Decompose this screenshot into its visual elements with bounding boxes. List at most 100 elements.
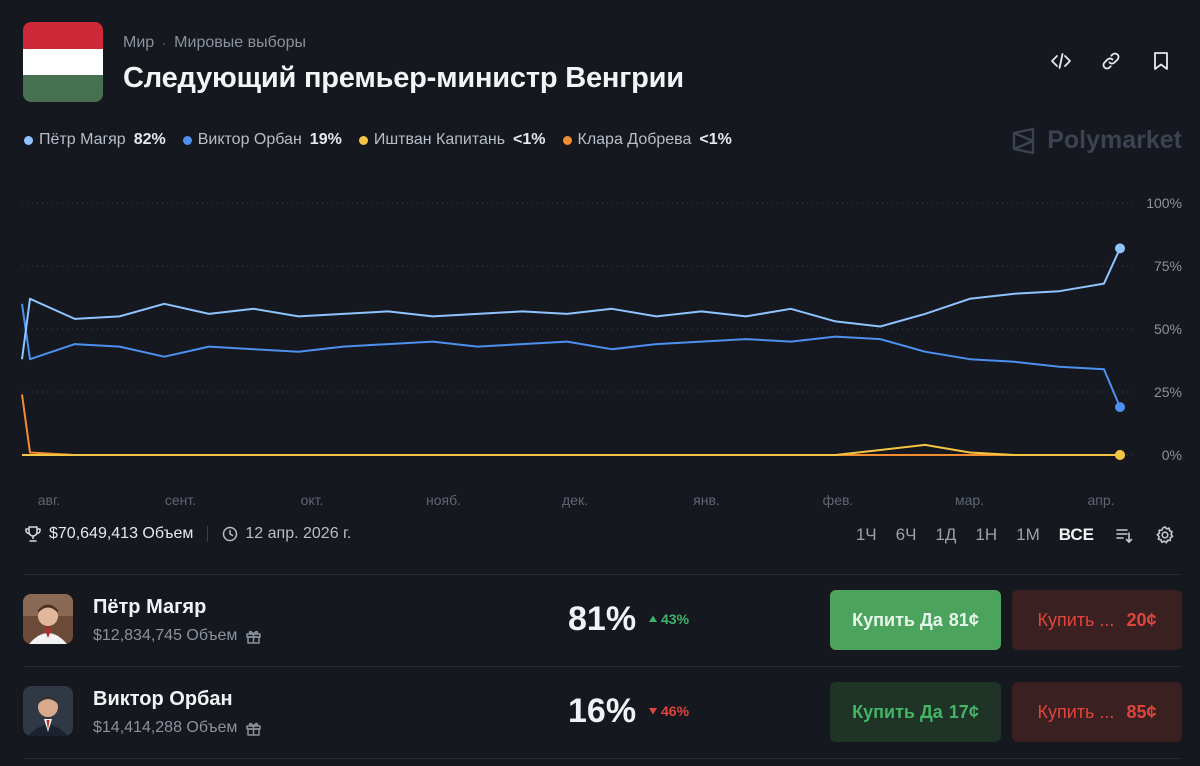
total-volume: $70,649,413 Объем bbox=[49, 525, 194, 542]
x-tick-label: янв. bbox=[693, 492, 720, 508]
range-1w[interactable]: 1Н bbox=[975, 525, 998, 544]
range-1d[interactable]: 1Д bbox=[935, 525, 957, 544]
legend-name: Иштван Капитань bbox=[373, 131, 506, 148]
chart-svg: 100% 75% 50% 25% 0% авг. сент. окт. нояб. дек. янв… bbox=[21, 195, 1182, 508]
brand-name: Polymarket bbox=[1047, 126, 1182, 154]
outcome-change: 43% bbox=[648, 611, 689, 627]
outcome-row[interactable]: Пётр Магяр $12,834,745 Объем 81% 43% Куп… bbox=[0, 574, 1200, 666]
outcome-probability: 16% bbox=[568, 692, 637, 730]
buy-yes-button[interactable]: Купить Да 17¢ bbox=[830, 682, 1001, 742]
time-range-selector: 1Ч 6Ч 1Д 1Н 1М ВСЕ bbox=[856, 524, 1176, 546]
no-price: 20¢ bbox=[1126, 609, 1157, 630]
triangle-down-icon bbox=[649, 708, 657, 715]
legend-swatch bbox=[182, 135, 192, 145]
avatar bbox=[23, 686, 73, 736]
polymarket-logo-icon bbox=[1013, 127, 1035, 154]
triangle-up-icon bbox=[649, 615, 657, 622]
market-meta: $70,649,413 Объем 12 апр. 2026 г. bbox=[24, 525, 351, 543]
breadcrumb-subcategory[interactable]: Мировые выборы bbox=[174, 34, 307, 51]
top-actions bbox=[1050, 50, 1172, 72]
bookmark-icon[interactable] bbox=[1150, 50, 1172, 72]
divider bbox=[24, 666, 1182, 667]
legend-pct: 82% bbox=[133, 131, 166, 148]
buy-yes-button[interactable]: Купить Да 81¢ bbox=[830, 590, 1001, 650]
meta-divider bbox=[207, 526, 209, 542]
y-tick-label: 100% bbox=[1146, 195, 1182, 211]
outcome-change: 46% bbox=[648, 703, 689, 719]
x-tick-label: нояб. bbox=[426, 492, 461, 508]
legend-swatch bbox=[358, 135, 368, 145]
hungary-flag bbox=[23, 22, 103, 102]
series-line bbox=[21, 394, 1120, 456]
range-6h[interactable]: 6Ч bbox=[895, 525, 917, 544]
range-all[interactable]: ВСЕ bbox=[1058, 525, 1094, 544]
breadcrumb-separator: · bbox=[162, 36, 167, 50]
x-tick-label: авг. bbox=[38, 492, 61, 508]
clock-icon bbox=[223, 526, 238, 542]
series-line bbox=[21, 247, 1121, 360]
y-tick-label: 50% bbox=[1154, 321, 1182, 337]
date-group: 12 апр. 2026 г. bbox=[222, 525, 351, 543]
y-tick-label: 0% bbox=[1162, 447, 1182, 463]
x-tick-label: сент. bbox=[165, 492, 196, 508]
legend-item[interactable]: Иштван Капитань <1% bbox=[358, 131, 546, 149]
legend-swatch bbox=[24, 135, 33, 145]
outcome-probability: 81% bbox=[568, 600, 637, 638]
legend-name: Виктор Орбан bbox=[197, 131, 302, 148]
buy-no-label: Купить ... bbox=[1037, 701, 1115, 722]
outcome-name[interactable]: Виктор Орбан bbox=[93, 688, 233, 710]
legend-pct: <1% bbox=[513, 131, 546, 148]
volume-group: $70,649,413 Объем bbox=[24, 525, 193, 543]
x-tick-label: дек. bbox=[562, 492, 588, 508]
outcome-volume-group: $12,834,745 Объем bbox=[93, 627, 262, 645]
x-tick-label: окт. bbox=[301, 492, 324, 508]
x-tick-label: апр. bbox=[1087, 492, 1114, 508]
buy-yes-label: Купить Да bbox=[852, 609, 943, 630]
change-value: 43% bbox=[661, 611, 690, 627]
series-end-dot bbox=[1115, 402, 1125, 413]
no-price: 85¢ bbox=[1126, 701, 1157, 722]
price-chart[interactable]: 100% 75% 50% 25% 0% авг. сент. окт. нояб. дек. янв… bbox=[0, 186, 1200, 516]
legend-swatch bbox=[562, 135, 572, 145]
outcome-volume: $12,834,745 Объем bbox=[93, 627, 238, 644]
buy-no-button[interactable]: Купить ... 20¢ bbox=[1012, 590, 1182, 650]
legend-pct: 19% bbox=[309, 131, 342, 148]
outcome-volume-group: $14,414,288 Объем bbox=[93, 719, 262, 737]
buy-no-button[interactable]: Купить ... 85¢ bbox=[1012, 682, 1182, 742]
series-line bbox=[22, 443, 1120, 456]
embed-icon[interactable] bbox=[1050, 50, 1072, 72]
outcome-name[interactable]: Пётр Магяр bbox=[93, 596, 207, 618]
outcome-volume: $14,414,288 Объем bbox=[93, 719, 238, 736]
change-value: 46% bbox=[661, 703, 690, 719]
breadcrumb: Мир · Мировые выборы bbox=[123, 34, 306, 52]
legend-item[interactable]: Пётр Магяр 82% bbox=[24, 131, 166, 149]
x-tick-label: мар. bbox=[955, 492, 984, 508]
trophy-icon bbox=[25, 526, 41, 542]
page-title: Следующий премьер-министр Венгрии bbox=[123, 62, 684, 94]
legend-pct: <1% bbox=[699, 131, 732, 148]
sort-icon[interactable] bbox=[1113, 524, 1135, 546]
gift-icon[interactable] bbox=[245, 628, 262, 645]
series-end-dot bbox=[1115, 243, 1125, 254]
settings-gear-icon[interactable] bbox=[1154, 524, 1176, 546]
yes-price: 81¢ bbox=[948, 609, 979, 630]
legend-name: Пётр Магяр bbox=[39, 131, 126, 148]
series-line bbox=[21, 303, 1121, 408]
avatar bbox=[23, 594, 73, 644]
range-1h[interactable]: 1Ч bbox=[855, 525, 877, 544]
yes-price: 17¢ bbox=[948, 701, 979, 722]
end-date: 12 апр. 2026 г. bbox=[245, 525, 352, 542]
gift-icon[interactable] bbox=[245, 720, 262, 737]
brand-watermark: Polymarket bbox=[1011, 126, 1182, 155]
legend-item[interactable]: Клара Добрева <1% bbox=[562, 131, 732, 149]
link-icon[interactable] bbox=[1100, 50, 1122, 72]
divider bbox=[24, 574, 1182, 575]
legend-item[interactable]: Виктор Орбан 19% bbox=[182, 131, 342, 149]
buy-yes-label: Купить Да bbox=[852, 701, 943, 722]
range-1m[interactable]: 1М bbox=[1016, 525, 1040, 544]
breadcrumb-category[interactable]: Мир bbox=[123, 34, 155, 51]
outcome-row[interactable]: Виктор Орбан $14,414,288 Объем 16% 46% К… bbox=[0, 666, 1200, 758]
y-tick-label: 25% bbox=[1154, 384, 1182, 400]
chart-legend: Пётр Магяр 82% Виктор Орбан 19% Иштван К… bbox=[24, 131, 732, 149]
series-end-dot bbox=[1115, 450, 1125, 460]
